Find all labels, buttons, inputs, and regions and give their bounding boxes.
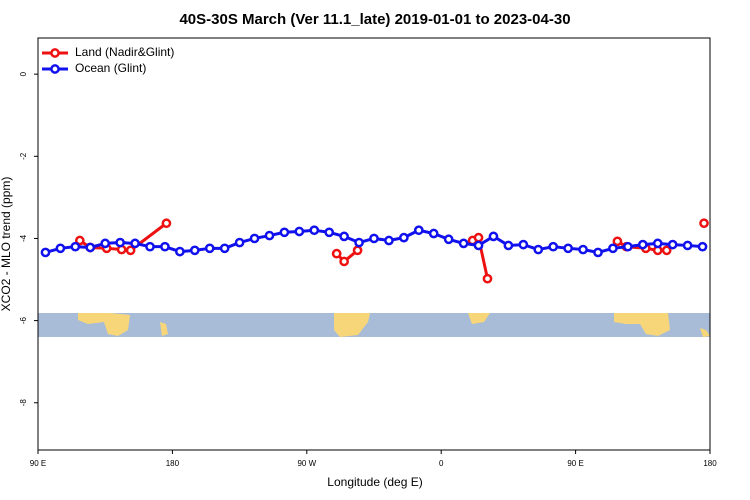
data-point	[160, 241, 170, 252]
data-point	[85, 242, 96, 253]
data-point	[294, 226, 305, 237]
y-tick-label: -2	[19, 152, 28, 160]
data-point	[473, 240, 484, 251]
legend-label: Ocean (Glint)	[75, 61, 146, 75]
data-point	[518, 239, 529, 250]
data-point	[40, 247, 51, 258]
data-point	[548, 241, 559, 252]
data-point	[503, 240, 514, 251]
data-point	[384, 235, 394, 246]
data-point	[623, 241, 633, 252]
x-tick-label: 180	[166, 459, 180, 468]
y-tick-label: -8	[19, 399, 28, 407]
y-tick-label: -6	[19, 317, 28, 325]
data-point	[637, 239, 648, 250]
x-tick-label: 0	[439, 459, 444, 468]
data-point	[100, 238, 111, 249]
x-tick-label: 90 E	[567, 459, 583, 468]
data-point	[399, 232, 409, 243]
data-point	[652, 238, 663, 249]
data-point	[482, 273, 493, 284]
data-point	[612, 236, 623, 247]
data-point	[74, 235, 85, 246]
x-tick-label: 180	[703, 459, 717, 468]
data-point	[354, 237, 364, 248]
data-point	[682, 240, 693, 251]
data-point	[264, 230, 275, 241]
data-point	[279, 227, 290, 238]
data-point	[145, 241, 155, 252]
data-point	[458, 238, 469, 249]
data-point	[533, 244, 544, 255]
data-point	[578, 244, 588, 255]
data-point	[70, 241, 81, 252]
data-point	[428, 228, 439, 239]
data-point	[488, 231, 499, 242]
data-point	[331, 248, 342, 259]
data-point	[369, 233, 379, 244]
legend-label: Land (Nadir&Glint)	[75, 45, 174, 59]
data-point	[324, 227, 335, 238]
data-point	[413, 225, 424, 236]
data-point	[204, 243, 215, 254]
x-tick-label: 90 E	[30, 459, 46, 468]
legend-marker	[50, 64, 60, 74]
y-tick-label: -4	[19, 234, 28, 242]
map-strip	[38, 313, 710, 337]
plot-frame	[37, 37, 711, 451]
x-tick-label: 90 W	[297, 459, 316, 468]
data-point	[189, 245, 200, 256]
data-point	[130, 238, 140, 249]
data-point	[661, 245, 672, 256]
data-point	[234, 237, 245, 248]
data-point	[667, 239, 678, 250]
data-point	[443, 234, 454, 245]
data-point	[352, 245, 363, 256]
data-point	[339, 256, 349, 267]
data-point	[115, 237, 125, 248]
data-point	[699, 218, 709, 229]
data-point	[309, 225, 320, 236]
legend-marker	[50, 48, 60, 58]
data-point	[563, 243, 573, 254]
data-point	[697, 241, 708, 252]
data-point	[175, 246, 185, 257]
y-tick-label: 0	[19, 71, 28, 76]
chart-title: 40S-30S March (Ver 11.1_late) 2019-01-01…	[179, 11, 570, 28]
data-point	[608, 243, 618, 254]
data-point	[55, 243, 66, 254]
data-point	[593, 247, 603, 258]
y-axis-label: XCO2 - MLO trend (ppm)	[0, 177, 13, 312]
data-point	[219, 243, 230, 254]
data-point	[473, 232, 484, 243]
x-axis-label: Longitude (deg E)	[327, 475, 422, 489]
data-point	[339, 231, 349, 242]
data-point	[125, 245, 136, 256]
data-point	[161, 218, 172, 229]
data-point	[249, 233, 260, 244]
